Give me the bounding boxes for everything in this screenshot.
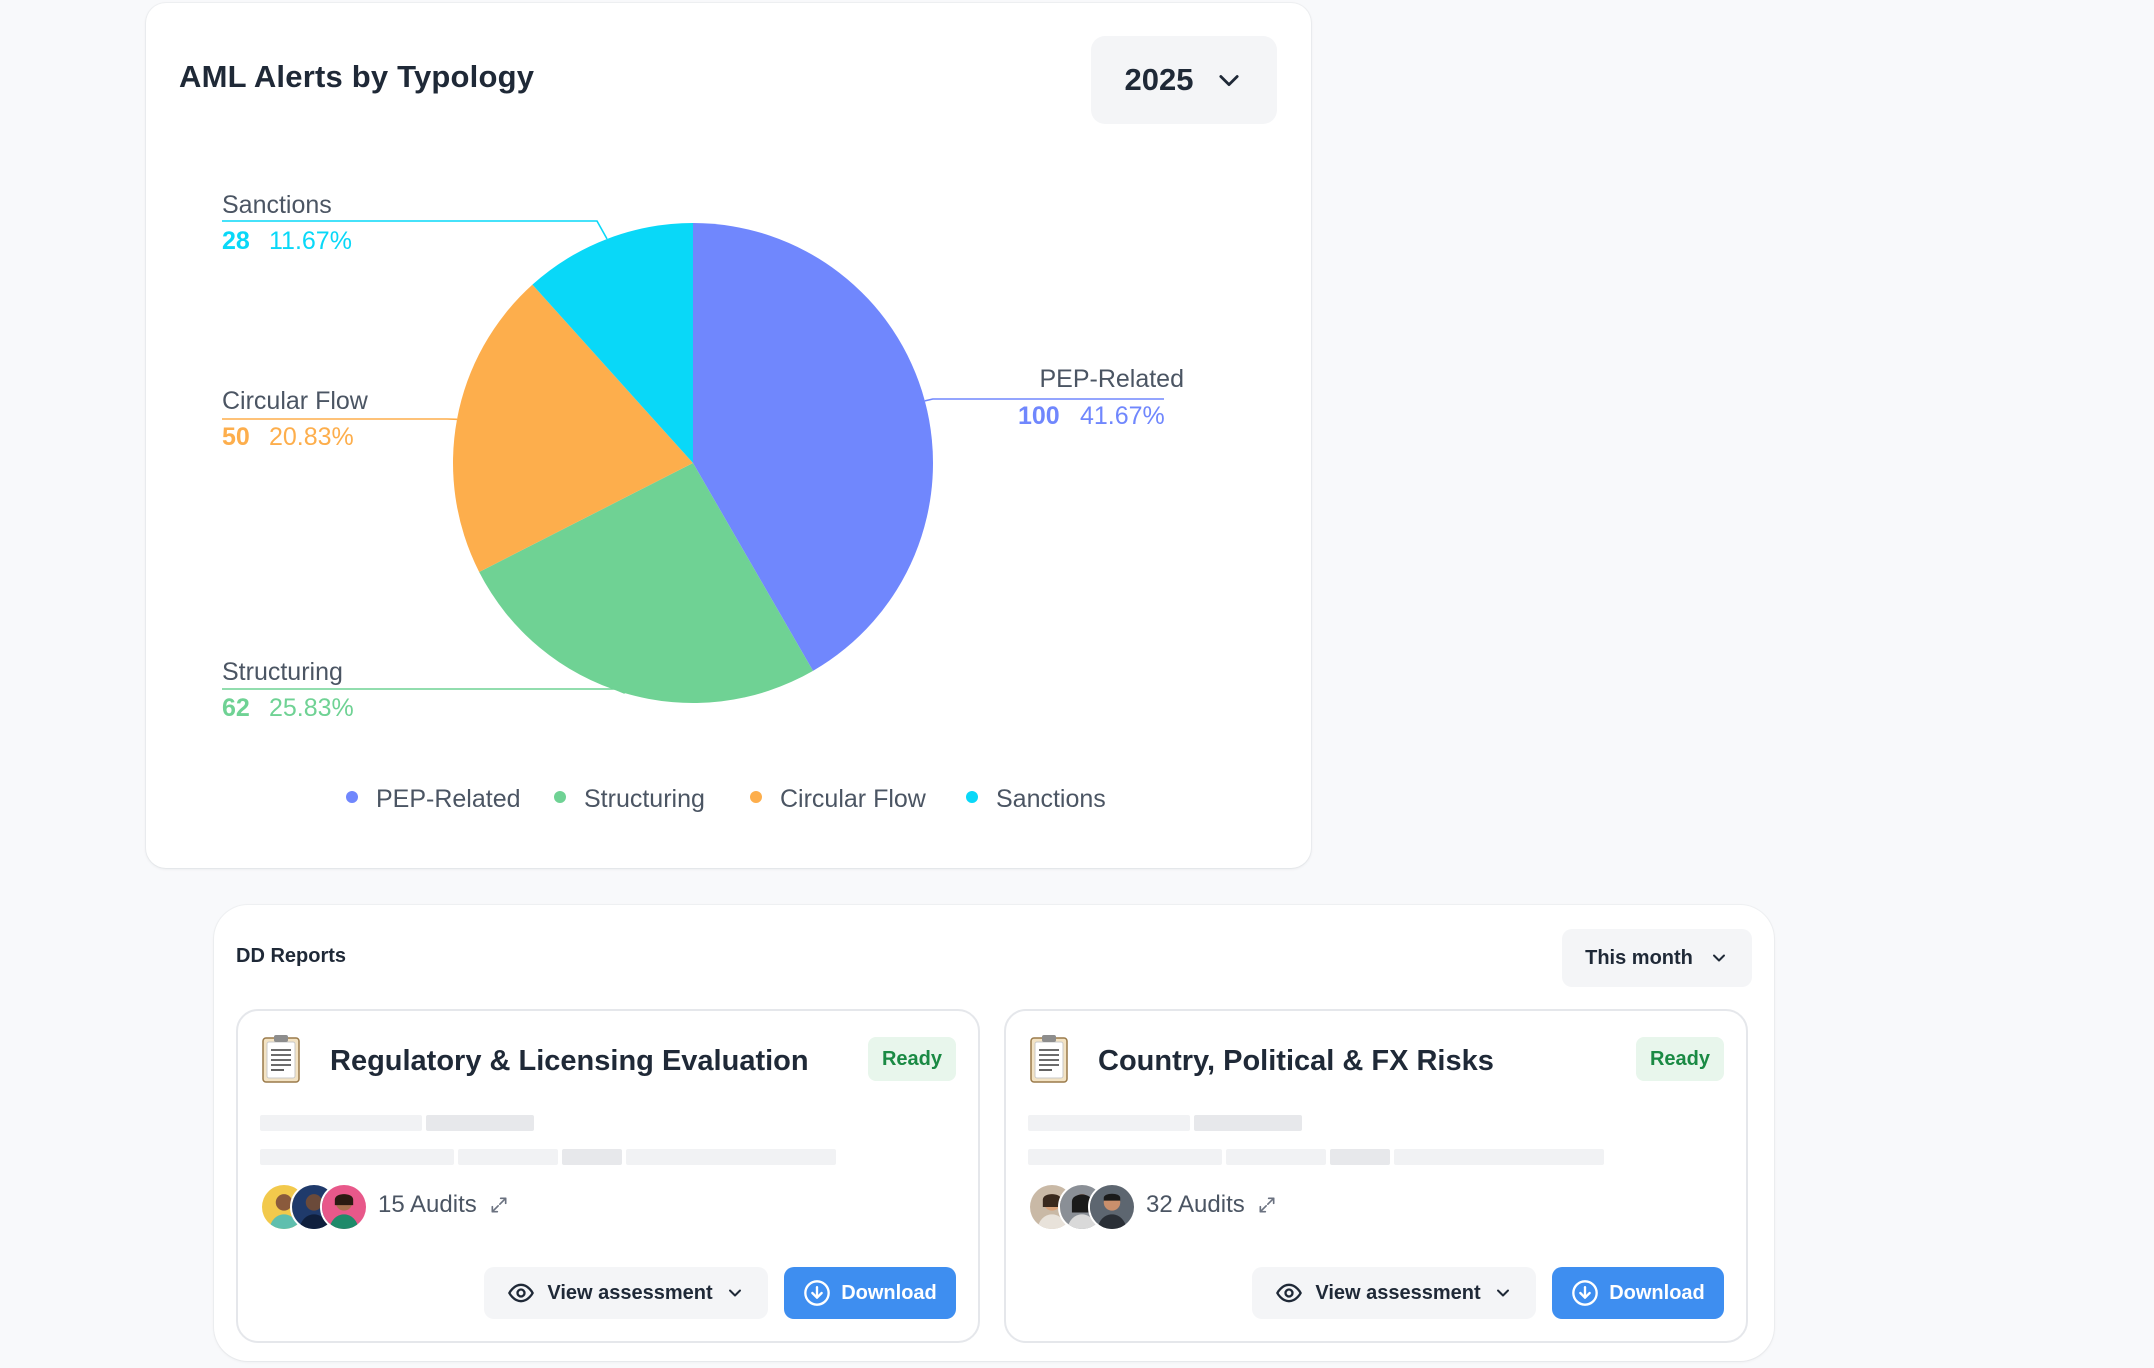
audits-count: 15 Audits [378,1191,477,1218]
download-label: Download [841,1281,937,1304]
avatar [1088,1183,1136,1231]
audits-link[interactable]: 32 Audits [1146,1191,1277,1219]
slice-value-structuring: 62 [222,694,250,722]
view-assessment-label: View assessment [547,1281,713,1304]
slice-value-pep-related: 100 [1018,402,1060,430]
download-button[interactable]: Download [784,1267,956,1319]
external-link-icon [491,1197,507,1213]
download-button[interactable]: Download [1552,1267,1724,1319]
report-card[interactable]: Country, Political & FX Risks Ready 32 A… [1004,1009,1748,1343]
slice-value-sanctions: 28 [222,227,250,255]
document-icon [1030,1035,1068,1083]
slice-label-sanctions: Sanctions [222,191,332,219]
download-label: Download [1609,1281,1705,1304]
report-title: Country, Political & FX Risks [1098,1045,1494,1077]
report-card[interactable]: Regulatory & Licensing Evaluation Ready … [236,1009,980,1343]
auditor-avatars [260,1183,370,1231]
view-assessment-label: View assessment [1315,1281,1481,1304]
period-select[interactable]: This month [1562,929,1752,987]
skeleton-line [260,1115,422,1131]
audits-count: 32 Audits [1146,1191,1245,1218]
avatar [320,1183,368,1231]
reports-title: DD Reports [236,945,347,967]
legend-dot-structuring [554,791,566,803]
skeleton-line [1194,1115,1302,1131]
legend-label-sanctions: Sanctions [996,785,1106,813]
skeleton-line [1028,1149,1222,1165]
pie-slice-structuring [479,463,813,704]
status-badge: Ready [1635,1037,1724,1081]
skeleton-line [426,1115,534,1131]
skeleton-line [1226,1149,1326,1165]
leader-line-sanctions [222,220,608,240]
dd-reports-card: DD Reports This month Regulatory & Licen… [214,905,1774,1361]
skeleton-line [1394,1149,1604,1165]
slice-percent-circular-flow: 20.83% [269,423,354,451]
view-assessment-button[interactable]: View assessment [484,1267,768,1319]
download-icon [1572,1280,1599,1306]
download-icon [804,1280,831,1306]
leader-line-pep-related [924,398,1164,402]
chevron-down-icon [1496,1289,1509,1297]
skeleton-line [626,1149,836,1165]
slice-percent-structuring: 25.83% [269,694,354,722]
legend-label-pep-related: PEP-Related [376,785,521,813]
chevron-down-icon [1712,954,1725,962]
chevron-down-icon [728,1289,741,1297]
slice-label-pep-related: PEP-Related [1039,365,1184,393]
report-title: Regulatory & Licensing Evaluation [330,1045,809,1077]
skeleton-line [458,1149,558,1165]
legend-dot-circular-flow [750,791,762,803]
skeleton-line [260,1149,454,1165]
status-badge: Ready [867,1037,956,1081]
year-select[interactable]: 2025 [1091,36,1277,124]
audits-link[interactable]: 15 Audits [378,1191,509,1219]
slice-label-circular-flow: Circular Flow [222,387,369,415]
skeleton-line [562,1149,622,1165]
eye-icon [1276,1283,1303,1303]
slice-percent-pep-related: 41.67% [1080,402,1165,430]
slice-label-structuring: Structuring [222,658,343,686]
pie-slice-pep-related [693,223,934,671]
legend-label-circular-flow: Circular Flow [780,785,927,813]
aml-alerts-card: AML Alerts by Typology 2025 PEP-Related 1… [146,3,1311,868]
legend-dot-sanctions [966,791,978,803]
view-assessment-button[interactable]: View assessment [1252,1267,1536,1319]
year-select-value: 2025 [1124,62,1194,97]
chart-title: AML Alerts by Typology [179,59,535,94]
slice-value-circular-flow: 50 [222,423,250,451]
auditor-avatars [1028,1183,1138,1231]
slice-percent-sanctions: 11.67% [269,227,352,255]
document-icon [262,1035,300,1083]
pie-slice-sanctions [532,223,693,463]
pie-chart: PEP-Related 100 41.67% Structuring 62 25.83% C… [222,191,1184,813]
legend-label-structuring: Structuring [584,785,705,813]
chevron-down-icon [1219,75,1240,87]
legend-dot-pep-related [346,791,358,803]
skeleton-line [1330,1149,1390,1165]
eye-icon [508,1283,535,1303]
skeleton-line [1028,1115,1190,1131]
period-select-value: This month [1585,946,1693,969]
leader-line-structuring [222,688,626,694]
pie-slice-circular-flow [453,284,693,572]
external-link-icon [1259,1197,1275,1213]
